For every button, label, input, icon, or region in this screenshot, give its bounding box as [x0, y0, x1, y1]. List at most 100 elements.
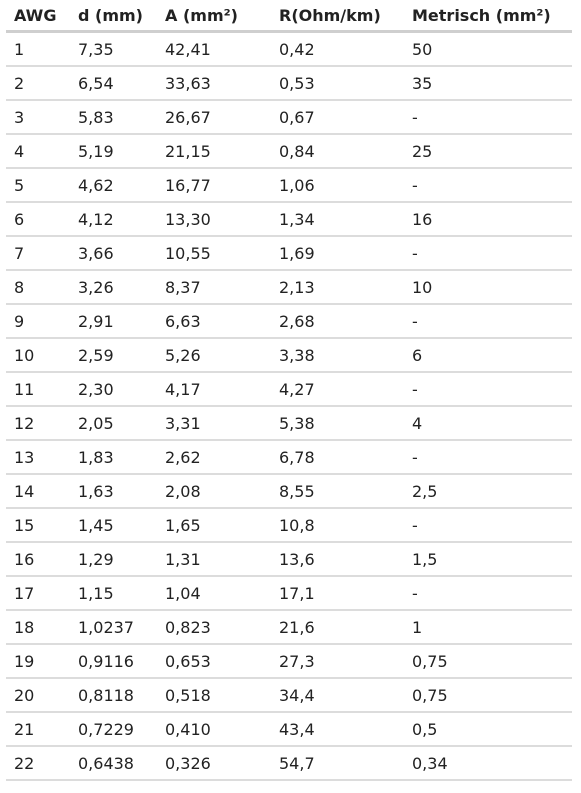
table-row: 14 1,63 2,08 8,55 2,5: [6, 474, 572, 509]
cell-metric: -: [404, 100, 572, 135]
table-row: 20 0,8118 0,518 34,4 0,75: [6, 678, 572, 713]
cell-awg: 18: [6, 610, 70, 645]
cell-diameter: 1,63: [70, 474, 157, 509]
cell-metric: 16: [404, 202, 572, 237]
table-row: 21 0,7229 0,410 43,4 0,5: [6, 712, 572, 747]
cell-awg: 17: [6, 576, 70, 611]
cell-metric: 1: [404, 610, 572, 645]
cell-resistance: 0,42: [271, 31, 404, 67]
cell-resistance: 6,78: [271, 440, 404, 475]
table-row: 11 2,30 4,17 4,27-: [6, 372, 572, 407]
cell-area: 10,55: [157, 236, 271, 271]
header-resistance: R(Ohm/km): [271, 0, 404, 33]
cell-area: 0,653: [157, 644, 271, 679]
table-row: 7 3,66 10,55 1,69-: [6, 236, 572, 271]
header-area: A (mm²): [157, 0, 271, 33]
cell-diameter: 2,59: [70, 338, 157, 373]
cell-metric: -: [404, 236, 572, 271]
cell-metric: 2,5: [404, 474, 572, 509]
cell-diameter: 3,66: [70, 236, 157, 271]
cell-resistance: 1,69: [271, 236, 404, 271]
cell-area: 4,17: [157, 372, 271, 407]
cell-metric: 0,75: [404, 644, 572, 679]
cell-diameter: 0,9116: [70, 644, 157, 679]
cell-area: 21,15: [157, 134, 271, 169]
cell-diameter: 1,29: [70, 542, 157, 577]
cell-metric: 10: [404, 270, 572, 305]
cell-area: 42,41: [157, 31, 271, 67]
cell-area: 6,63: [157, 304, 271, 339]
cell-metric: 0,75: [404, 678, 572, 713]
cell-metric: -: [404, 576, 572, 611]
cell-metric: -: [404, 440, 572, 475]
cell-resistance: 0,67: [271, 100, 404, 135]
cell-diameter: 3,26: [70, 270, 157, 305]
cell-resistance: 54,7: [271, 746, 404, 781]
cell-resistance: 4,27: [271, 372, 404, 407]
cell-awg: 22: [6, 746, 70, 781]
table-row: 15 1,45 1,65 10,8-: [6, 508, 572, 543]
cell-area: 13,30: [157, 202, 271, 237]
table-row: 10 2,59 5,26 3,38 6: [6, 338, 572, 373]
table-header-row: AWG d (mm) A (mm²) R(Ohm/km) Metrisch (m…: [6, 0, 572, 33]
cell-awg: 7: [6, 236, 70, 271]
cell-awg: 8: [6, 270, 70, 305]
cell-area: 16,77: [157, 168, 271, 203]
cell-diameter: 0,7229: [70, 712, 157, 747]
table-row: 12 2,05 3,31 5,38 4: [6, 406, 572, 441]
cell-awg: 15: [6, 508, 70, 543]
cell-diameter: 1,15: [70, 576, 157, 611]
awg-table-container: AWG d (mm) A (mm²) R(Ohm/km) Metrisch (m…: [6, 0, 572, 781]
table-row: 2 6,54 33,63 0,53 35: [6, 66, 572, 101]
cell-awg: 19: [6, 644, 70, 679]
header-metric: Metrisch (mm²): [404, 0, 572, 33]
cell-metric: 0,5: [404, 712, 572, 747]
cell-metric: -: [404, 508, 572, 543]
cell-area: 5,26: [157, 338, 271, 373]
cell-resistance: 0,53: [271, 66, 404, 101]
cell-metric: -: [404, 168, 572, 203]
cell-area: 1,04: [157, 576, 271, 611]
cell-awg: 21: [6, 712, 70, 747]
cell-diameter: 2,30: [70, 372, 157, 407]
header-diameter: d (mm): [70, 0, 157, 33]
table-row: 4 5,19 21,15 0,84 25: [6, 134, 572, 169]
table-row: 3 5,83 26,67 0,67-: [6, 100, 572, 135]
cell-awg: 10: [6, 338, 70, 373]
awg-wire-gauge-table: AWG d (mm) A (mm²) R(Ohm/km) Metrisch (m…: [6, 0, 572, 781]
cell-diameter: 4,12: [70, 202, 157, 237]
cell-area: 2,08: [157, 474, 271, 509]
cell-diameter: 4,62: [70, 168, 157, 203]
cell-metric: 25: [404, 134, 572, 169]
cell-resistance: 10,8: [271, 508, 404, 543]
cell-resistance: 2,13: [271, 270, 404, 305]
cell-resistance: 34,4: [271, 678, 404, 713]
cell-awg: 12: [6, 406, 70, 441]
cell-diameter: 5,83: [70, 100, 157, 135]
cell-area: 26,67: [157, 100, 271, 135]
cell-resistance: 5,38: [271, 406, 404, 441]
cell-awg: 20: [6, 678, 70, 713]
table-row: 1 7,35 42,41 0,42 50: [6, 31, 572, 67]
cell-metric: 50: [404, 31, 572, 67]
cell-metric: 6: [404, 338, 572, 373]
table-row: 13 1,83 2,62 6,78-: [6, 440, 572, 475]
cell-area: 3,31: [157, 406, 271, 441]
table-body: 1 7,35 42,41 0,42 50 2 6,54 33,63 0,53 35 3 5,83 26,…: [6, 31, 572, 781]
cell-resistance: 8,55: [271, 474, 404, 509]
table-row: 16 1,29 1,31 13,6 1,5: [6, 542, 572, 577]
cell-resistance: 43,4: [271, 712, 404, 747]
cell-metric: -: [404, 304, 572, 339]
cell-awg: 4: [6, 134, 70, 169]
cell-awg: 1: [6, 31, 70, 67]
cell-resistance: 0,84: [271, 134, 404, 169]
cell-awg: 2: [6, 66, 70, 101]
cell-diameter: 5,19: [70, 134, 157, 169]
cell-awg: 6: [6, 202, 70, 237]
table-row: 18 1,0237 0,823 21,6 1: [6, 610, 572, 645]
table-row: 6 4,12 13,30 1,34 16: [6, 202, 572, 237]
cell-awg: 3: [6, 100, 70, 135]
table-row: 5 4,62 16,77 1,06-: [6, 168, 572, 203]
header-awg: AWG: [6, 0, 70, 33]
cell-area: 0,326: [157, 746, 271, 781]
